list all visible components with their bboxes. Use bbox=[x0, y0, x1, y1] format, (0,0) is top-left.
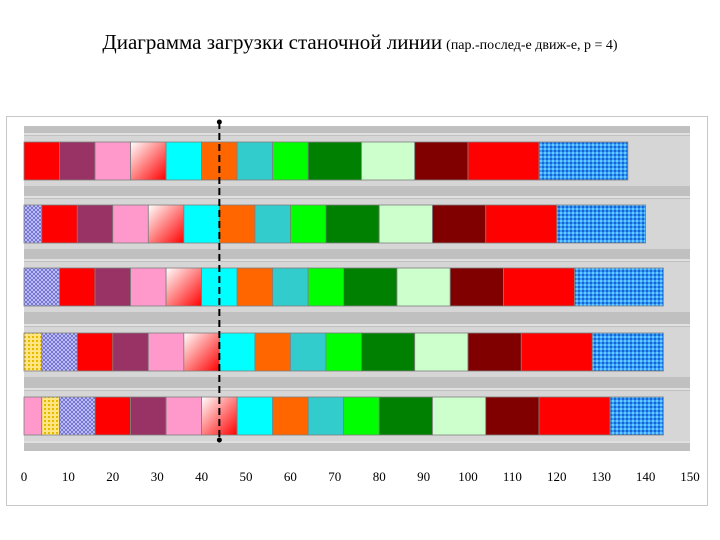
bar-segment bbox=[520, 332, 593, 372]
bar-segment bbox=[254, 332, 291, 372]
bar-segment bbox=[485, 396, 540, 436]
chart-title-main: Диаграмма загрузки станочной линии bbox=[102, 30, 443, 54]
bar-segment bbox=[289, 332, 327, 372]
bar-segment bbox=[23, 141, 60, 181]
bar-segment bbox=[165, 141, 203, 181]
bar-segment bbox=[218, 204, 256, 244]
bar-segment bbox=[94, 141, 131, 181]
bar-segment bbox=[343, 396, 380, 436]
bar-segment bbox=[591, 332, 664, 372]
chart-frame bbox=[6, 116, 708, 506]
bar-segment bbox=[147, 332, 185, 372]
bar-segment bbox=[449, 267, 504, 307]
bar-segment bbox=[112, 332, 149, 372]
bar-segment bbox=[467, 141, 540, 181]
bar-segment bbox=[236, 267, 274, 307]
bar-segment bbox=[307, 141, 362, 181]
x-tick-label: 140 bbox=[636, 469, 656, 484]
bar-segment bbox=[378, 204, 433, 244]
bar-segment bbox=[272, 267, 309, 307]
x-tick-label: 90 bbox=[417, 469, 430, 484]
bar-segment bbox=[41, 204, 78, 244]
x-tick-label: 110 bbox=[503, 469, 522, 484]
marker-top-dot bbox=[216, 119, 222, 125]
bar-segment bbox=[76, 332, 114, 372]
bar-segment bbox=[325, 204, 380, 244]
bar-segment bbox=[414, 141, 469, 181]
x-tick-label: 50 bbox=[240, 469, 253, 484]
bar-segment bbox=[59, 396, 96, 436]
bar-segment bbox=[23, 204, 43, 244]
bar-segment bbox=[538, 141, 629, 181]
bar-segment bbox=[130, 141, 167, 181]
x-tick-label: 0 bbox=[21, 469, 28, 484]
bar-segment bbox=[236, 396, 274, 436]
bar-segment bbox=[23, 332, 43, 372]
bar-segment bbox=[556, 204, 646, 244]
bar-segment bbox=[254, 204, 291, 244]
x-tick-label: 80 bbox=[373, 469, 386, 484]
x-tick-label: 100 bbox=[458, 469, 478, 484]
bar-segment bbox=[361, 141, 416, 181]
bar-segment bbox=[165, 396, 203, 436]
x-tick-label: 40 bbox=[195, 469, 208, 484]
bar-segment bbox=[432, 204, 487, 244]
x-tick-label: 120 bbox=[547, 469, 567, 484]
bar-segment bbox=[165, 267, 203, 307]
bar-segment bbox=[41, 396, 60, 436]
x-tick-label: 10 bbox=[62, 469, 75, 484]
bar-segment bbox=[130, 396, 167, 436]
x-tick-label: 130 bbox=[591, 469, 611, 484]
bar-segment bbox=[503, 267, 575, 307]
bar-segment bbox=[325, 332, 362, 372]
bar-segment bbox=[94, 396, 131, 436]
x-tick-label: 30 bbox=[151, 469, 164, 484]
bar-segment bbox=[378, 396, 433, 436]
x-tick-label: 60 bbox=[284, 469, 297, 484]
bar-segment bbox=[609, 396, 664, 436]
bar-segment bbox=[112, 204, 149, 244]
chart-title: Диаграмма загрузки станочной линии (пар.… bbox=[0, 30, 720, 55]
bar-segment bbox=[147, 204, 185, 244]
x-tick-label: 70 bbox=[328, 469, 341, 484]
bar-segment bbox=[218, 332, 256, 372]
bar-segment bbox=[23, 267, 60, 307]
bar-segment bbox=[467, 332, 522, 372]
marker-bottom-dot bbox=[216, 437, 222, 443]
bar-segment bbox=[183, 332, 220, 372]
chart-title-sub: (пар.-послед-е движ-е, р = 4) bbox=[446, 38, 618, 53]
bar-segment bbox=[76, 204, 114, 244]
bar-segment bbox=[272, 141, 309, 181]
bar-segment bbox=[538, 396, 611, 436]
bar-segment bbox=[59, 141, 96, 181]
bar-segment bbox=[94, 267, 131, 307]
bar-segment bbox=[574, 267, 664, 307]
bar-segment bbox=[23, 396, 43, 436]
bar-segment bbox=[41, 332, 78, 372]
x-tick-label: 20 bbox=[106, 469, 119, 484]
bar-segment bbox=[307, 267, 345, 307]
bar-segment bbox=[361, 332, 416, 372]
bar-segment bbox=[432, 396, 487, 436]
bar-segment bbox=[289, 204, 327, 244]
bar-segment bbox=[307, 396, 345, 436]
bar-segment bbox=[236, 141, 274, 181]
bar-segment bbox=[59, 267, 96, 307]
bar-segment bbox=[414, 332, 469, 372]
bar-segment bbox=[130, 267, 167, 307]
bar-segment bbox=[272, 396, 309, 436]
bar-segment bbox=[396, 267, 451, 307]
bar-segment bbox=[183, 204, 220, 244]
bar-segment bbox=[343, 267, 398, 307]
bar-segment bbox=[485, 204, 558, 244]
x-tick-label: 150 bbox=[680, 469, 700, 484]
